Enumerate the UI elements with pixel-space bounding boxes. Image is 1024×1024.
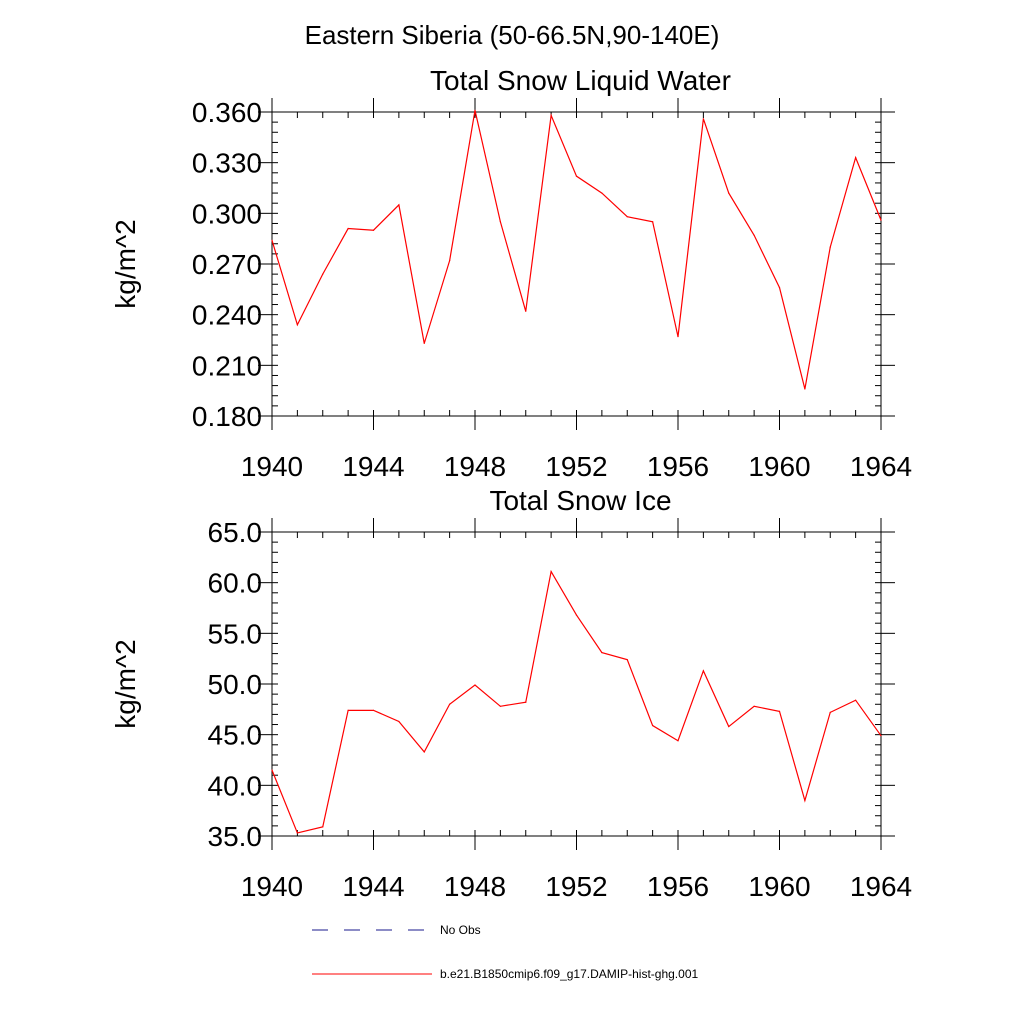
x-tick-label: 1948	[444, 871, 506, 902]
x-tick-label: 1952	[545, 451, 607, 482]
data-point-liquid-water	[525, 310, 527, 312]
y-tick-label: 0.330	[192, 148, 262, 179]
data-point-liquid-water	[423, 342, 425, 344]
y-tick-label: 0.210	[192, 350, 262, 381]
data-point-liquid-water	[804, 388, 806, 390]
data-point-snow-ice	[525, 701, 527, 703]
data-point-snow-ice	[652, 724, 654, 727]
y-tick-label: 65.0	[208, 517, 263, 548]
data-point-liquid-water	[322, 273, 324, 275]
x-tick-label: 1944	[342, 451, 404, 482]
plot-frame-snow-ice	[271, 531, 882, 837]
data-point-snow-ice	[271, 769, 273, 771]
y-tick-label: 55.0	[208, 618, 263, 649]
data-point-liquid-water	[575, 175, 578, 177]
data-point-liquid-water	[753, 234, 755, 236]
x-tick-label: 1956	[647, 451, 709, 482]
data-point-snow-ice	[575, 614, 578, 616]
data-point-snow-ice	[880, 735, 882, 737]
x-tick-label: 1948	[444, 451, 506, 482]
x-tick-label: 1944	[342, 871, 404, 902]
x-tick-label: 1956	[647, 871, 709, 902]
data-point-liquid-water	[499, 221, 501, 223]
data-point-liquid-water	[474, 109, 476, 111]
data-point-snow-ice	[474, 684, 476, 686]
chart-title-liquid-water: Total Snow Liquid Water	[430, 65, 731, 96]
series-line-snow-ice	[271, 569, 882, 834]
data-point-snow-ice	[855, 699, 857, 701]
y-axis-label-liquid-water: kg/m^2	[110, 219, 141, 308]
data-point-liquid-water	[778, 287, 781, 289]
data-point-liquid-water	[855, 157, 857, 159]
x-tick-label: 1940	[241, 871, 303, 902]
data-point-liquid-water	[601, 192, 603, 194]
y-tick-label: 60.0	[208, 568, 263, 599]
data-point-snow-ice	[626, 659, 628, 661]
data-point-snow-ice	[550, 570, 552, 573]
y-tick-label: 0.360	[192, 97, 262, 128]
x-tick-label: 1964	[850, 451, 912, 482]
x-tick-label: 1964	[850, 871, 912, 902]
chart-panel-snow-ice: Total Snow Ice kg/m^2 35.0 40.0 45.0 50.0 55.0…	[110, 485, 912, 902]
x-tick-label: 1960	[748, 871, 810, 902]
data-point-liquid-water	[829, 246, 831, 248]
data-point-liquid-water	[296, 324, 298, 326]
data-point-snow-ice	[601, 651, 603, 654]
data-point-snow-ice	[804, 799, 806, 802]
data-point-snow-ice	[322, 826, 324, 828]
plot-frame-liquid-water	[271, 111, 882, 417]
data-point-snow-ice	[778, 710, 781, 712]
figure-title: Eastern Siberia (50-66.5N,90-140E)	[305, 20, 720, 50]
y-tick-label: 45.0	[208, 720, 263, 751]
data-point-liquid-water	[626, 216, 628, 218]
legend-label-model: b.e21.B1850cmip6.f09_g17.DAMIP-hist-ghg.…	[440, 967, 698, 981]
data-point-liquid-water	[372, 229, 375, 231]
y-tick-label: 0.270	[192, 249, 262, 280]
legend-label-no-obs: No Obs	[440, 923, 481, 937]
chart-title-snow-ice: Total Snow Ice	[489, 485, 671, 516]
data-point-snow-ice	[702, 670, 704, 672]
data-point-liquid-water	[652, 221, 654, 223]
data-point-snow-ice	[728, 725, 730, 728]
data-point-snow-ice	[677, 740, 679, 742]
data-point-snow-ice	[347, 709, 349, 711]
series-line-liquid-water	[271, 110, 882, 390]
y-tick-label: 40.0	[208, 770, 263, 801]
x-tick-label: 1940	[241, 451, 303, 482]
data-point-snow-ice	[423, 751, 425, 753]
data-point-snow-ice	[499, 705, 501, 707]
y-tick-label: 0.300	[192, 198, 262, 229]
data-point-liquid-water	[702, 118, 704, 120]
x-tick-label: 1952	[545, 871, 607, 902]
data-point-liquid-water	[398, 204, 400, 206]
y-tick-label: 0.180	[192, 401, 262, 432]
data-point-liquid-water	[677, 336, 679, 338]
data-point-liquid-water	[880, 219, 882, 221]
y-tick-label: 0.240	[192, 300, 262, 331]
data-point-snow-ice	[398, 720, 400, 723]
y-tick-label: 50.0	[208, 669, 263, 700]
data-point-snow-ice	[296, 832, 298, 834]
data-point-snow-ice	[449, 703, 451, 705]
data-point-liquid-water	[271, 239, 273, 241]
chart-panel-liquid-water: Total Snow Liquid Water kg/m^2 0.180 0.210 0…	[110, 65, 912, 482]
data-point-snow-ice	[372, 709, 375, 711]
data-point-snow-ice	[753, 705, 755, 707]
data-point-liquid-water	[347, 227, 349, 230]
data-point-snow-ice	[829, 711, 831, 713]
y-axis-label-snow-ice: kg/m^2	[110, 639, 141, 728]
data-point-liquid-water	[449, 260, 451, 262]
data-point-liquid-water	[728, 192, 730, 194]
legend: No Obs b.e21.B1850cmip6.f09_g17.DAMIP-hi…	[312, 923, 698, 981]
data-point-liquid-water	[550, 114, 552, 116]
y-tick-label: 35.0	[208, 821, 263, 852]
x-tick-label: 1960	[748, 451, 810, 482]
